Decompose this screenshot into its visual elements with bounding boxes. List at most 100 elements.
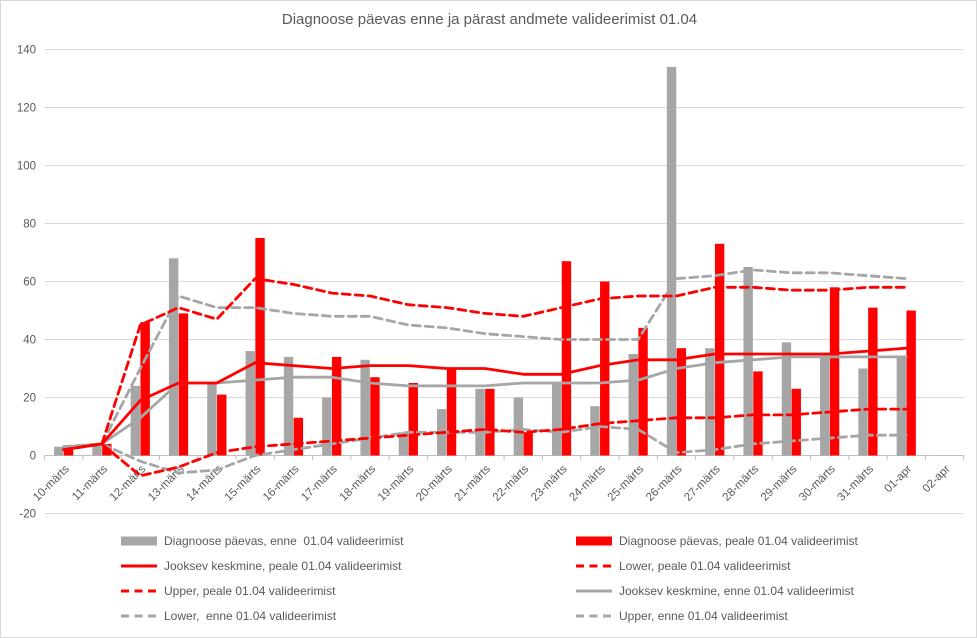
legend-label: Lower, peale 01.04 valideerimist — [619, 559, 791, 573]
bar-diagnoose-enne — [820, 354, 830, 456]
bar-diagnoose-enne — [666, 66, 677, 456]
bar-diagnoose-peale — [63, 449, 74, 456]
y-axis-label: 140 — [17, 45, 36, 57]
y-axis-label: 100 — [17, 161, 36, 173]
chart-plot-area: 140 120 100 80 60 40 20 0 -20 10-märts11-märts12-… — [17, 45, 965, 521]
bar-diagnoose-peale — [561, 261, 572, 456]
bar-diagnoose-peale — [600, 281, 610, 456]
legend-entry-diagnoose-peale: Diagnoose päevas, peale 01.04 valideerim… — [576, 533, 858, 549]
line-upper-enne — [62, 268, 908, 449]
bar-diagnoose-peale — [446, 368, 457, 456]
x-axis-label: 20-märts — [414, 463, 455, 504]
legend-bar-swatch — [121, 536, 157, 546]
x-axis-label: 21-märts — [453, 463, 494, 504]
legend-entry-keskmine-enne: Jooksev keskmine, enne 01.04 valideerimi… — [576, 583, 854, 599]
bar-diagnoose-enne — [475, 388, 485, 456]
y-axis-label: 80 — [23, 219, 36, 231]
x-axis-label: 29-märts — [759, 463, 800, 504]
bar-diagnoose-peale — [906, 310, 916, 456]
bar-diagnoose-enne — [781, 342, 792, 456]
x-axis-label: 22-märts — [491, 463, 532, 504]
x-axis-label: 31-märts — [836, 463, 877, 504]
x-axis-label: 26-märts — [644, 463, 685, 504]
bar-diagnoose-peale — [485, 388, 495, 456]
legend-label: Upper, enne 01.04 valideerimist — [619, 609, 788, 623]
bar-diagnoose-peale — [331, 356, 342, 456]
bar-diagnoose-peale — [791, 388, 801, 456]
legend-entry-lower-peale: Lower, peale 01.04 valideerimist — [576, 558, 790, 574]
x-axis-label: 19-märts — [376, 463, 417, 504]
bar-diagnoose-peale — [293, 417, 304, 456]
bar-diagnoose-enne — [168, 258, 179, 456]
x-axis-label: 27-märts — [682, 463, 723, 504]
x-axis-label: 17-märts — [299, 463, 340, 504]
legend-line-swatch — [576, 589, 612, 593]
bar-diagnoose-peale — [370, 377, 380, 456]
x-axis-label: 30-märts — [797, 463, 838, 504]
legend-entry-diagnoose-enne: Diagnoose päevas, enne 01.04 valideerimi… — [121, 533, 403, 549]
legend-entry-upper-peale: Upper, peale 01.04 valideerimist — [121, 583, 335, 599]
y-axis-label: 20 — [23, 393, 36, 405]
y-axis-label: 120 — [17, 103, 36, 115]
y-axis-label: 40 — [23, 335, 36, 347]
x-axis-label: 11-märts — [70, 463, 110, 503]
x-axis-label: 16-märts — [261, 463, 302, 504]
bar-diagnoose-enne — [705, 348, 715, 456]
bar-diagnoose-peale — [523, 432, 533, 456]
legend-line-swatch — [121, 564, 157, 568]
bar-diagnoose-peale — [714, 243, 725, 456]
legend-line-swatch — [121, 589, 157, 593]
x-axis-label: 24-märts — [567, 463, 608, 504]
legend-entry-keskmine-peale: Jooksev keskmine, peale 01.04 valideerim… — [121, 558, 401, 574]
legend-label: Lower, enne 01.04 valideerimist — [164, 609, 337, 623]
legend-line-swatch — [121, 614, 157, 618]
bar-diagnoose-enne — [513, 397, 524, 456]
bar-diagnoose-enne — [245, 351, 255, 456]
bar-diagnoose-enne — [360, 359, 370, 456]
x-axis-label: 25-märts — [606, 463, 647, 504]
line-keskmine-peale — [62, 346, 908, 452]
y-axis-label: 0 — [30, 451, 36, 463]
bar-diagnoose-enne — [207, 383, 217, 456]
bar-diagnoose-peale — [638, 327, 648, 456]
x-axis-label: 23-märts — [529, 463, 570, 504]
line-upper-peale — [62, 277, 908, 452]
chart-title: Diagnoose päevas enne ja pärast andmete … — [281, 11, 698, 28]
bar-diagnoose-enne — [628, 354, 638, 456]
bar-diagnoose-enne — [590, 406, 600, 456]
y-axis-label: 60 — [23, 277, 36, 289]
x-axis-label: 02-apr — [921, 463, 953, 495]
x-axis-label: 18-märts — [338, 463, 379, 504]
bar-diagnoose-peale — [868, 307, 878, 456]
legend-label: Diagnoose päevas, enne 01.04 valideerimi… — [164, 534, 404, 548]
bar-diagnoose-peale — [753, 371, 763, 456]
x-axis-label: 28-märts — [721, 463, 762, 504]
legend-label: Jooksev keskmine, enne 01.04 valideerimi… — [619, 584, 854, 598]
bar-diagnoose-enne — [896, 356, 907, 456]
legend-label: Diagnoose päevas, peale 01.04 valideerim… — [619, 534, 858, 548]
bar-diagnoose-enne — [858, 368, 868, 456]
legend-bar-swatch — [576, 536, 612, 546]
legend-label: Jooksev keskmine, peale 01.04 valideerim… — [164, 559, 402, 573]
bar-diagnoose-peale — [408, 383, 418, 456]
bar-diagnoose-peale — [217, 394, 227, 456]
bar-diagnoose-enne — [551, 383, 562, 456]
line-lower-peale — [62, 407, 908, 478]
x-axis-label: 15-märts — [223, 463, 264, 504]
line-lower-enne — [62, 425, 908, 475]
bar-diagnoose-peale — [178, 313, 189, 456]
legend-entry-lower-enne: Lower, enne 01.04 valideerimist — [121, 608, 336, 624]
bar-diagnoose-peale — [255, 238, 265, 456]
x-axis-label: 12-märts — [108, 463, 149, 504]
bar-diagnoose-enne — [54, 446, 64, 456]
legend-line-swatch — [576, 564, 612, 568]
legend-entry-upper-enne: Upper, enne 01.04 valideerimist — [576, 608, 788, 624]
legend-line-swatch — [576, 614, 612, 618]
bar-diagnoose-enne — [283, 356, 294, 456]
x-axis-label: 10-märts — [31, 463, 72, 504]
legend-label: Upper, peale 01.04 valideerimist — [164, 584, 336, 598]
bar-diagnoose-peale — [140, 322, 150, 456]
x-axis-label: 01-apr — [882, 463, 914, 495]
bar-diagnoose-peale — [676, 348, 687, 456]
